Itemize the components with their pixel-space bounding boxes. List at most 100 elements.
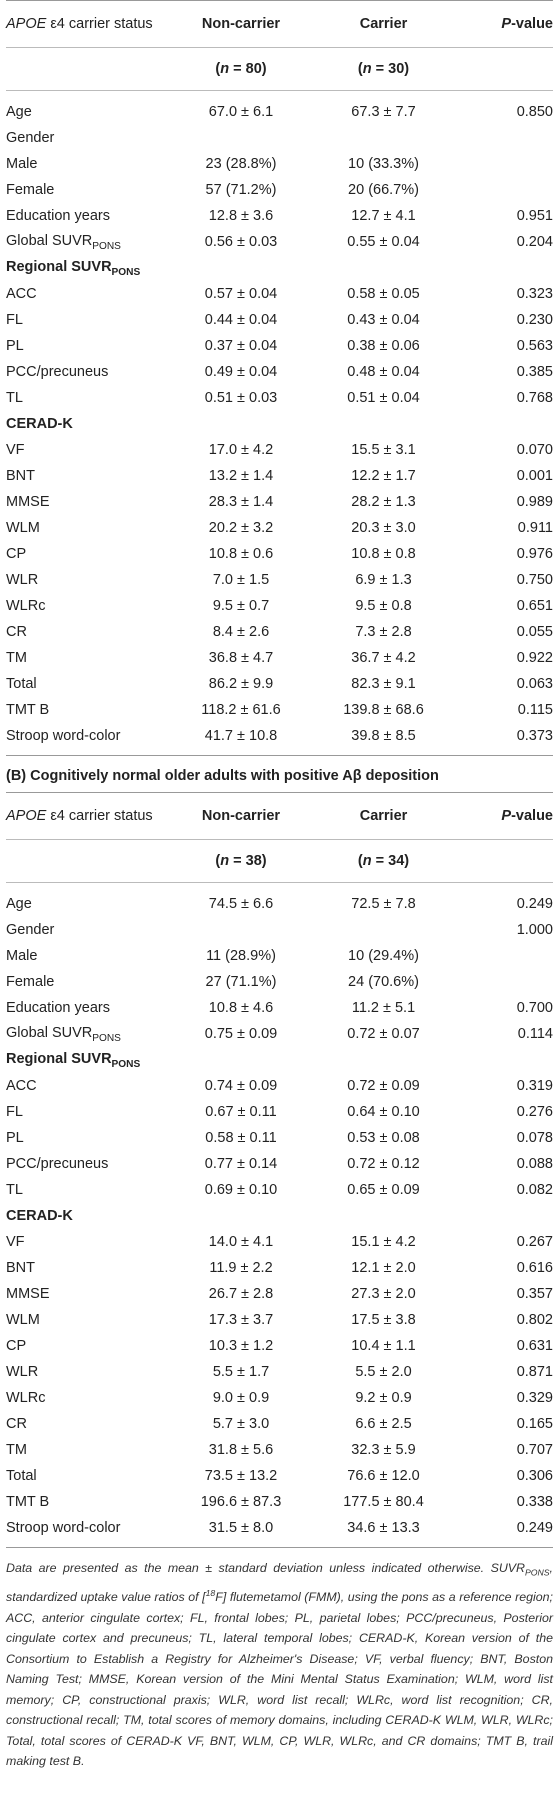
row-label: Female [6,177,166,203]
text: CERAD-K [6,416,73,432]
cell: 0.329 [451,1385,553,1411]
text: 12.8 ± 3.6 [208,208,274,224]
text-run: P [501,16,512,32]
text: 9.2 ± 0.9 [355,1390,412,1406]
row-label: CERAD-K [6,1203,166,1229]
text: 118.2 ± 61.6 [201,702,281,718]
header-row: APOE ε4 carrier status Non-carrier Carrier… [6,0,553,48]
cell: 0.651 [451,593,553,619]
cell: 0.37 ± 0.04 [166,333,316,359]
cell: 0.750 [451,567,553,593]
text: CR [6,624,27,640]
text: 24 (70.6%) [348,974,419,990]
row-label: ACC [6,281,166,307]
cell: 24 (70.6%) [316,969,451,995]
text: WLM [6,1312,40,1328]
cell: 10.4 ± 1.1 [316,1333,451,1359]
cell: 0.373 [451,723,553,756]
header-cell: APOE ε4 carrier status [6,0,166,48]
cell [451,411,553,437]
row-label: WLR [6,567,166,593]
text: 17.5 ± 3.8 [351,1312,416,1328]
cell: 0.114 [451,1021,553,1047]
text-run: PONS [92,240,121,252]
text: 0.616 [516,1260,553,1276]
text: 0.750 [516,572,553,588]
text: 0.070 [516,442,553,458]
text: 0.51 ± 0.03 [204,390,278,406]
text: 0.329 [516,1390,553,1406]
text: 0.267 [516,1234,553,1250]
text: 20.3 ± 3.0 [351,520,416,536]
text: 0.082 [516,1182,553,1198]
data-table: APOE ε4 carrier status Non-carrier Carrier… [6,0,553,756]
text: CP [6,546,27,562]
header-cell: Non-carrier [166,792,316,840]
text: 41.7 ± 10.8 [204,728,278,744]
cell: 15.5 ± 3.1 [316,437,451,463]
text: 0.48 ± 0.04 [347,364,420,380]
row-label: WLM [6,515,166,541]
cell [451,151,553,177]
row-label: MMSE [6,1281,166,1307]
data-row: VF 14.0 ± 4.1 15.1 ± 4.2 0.267 [6,1229,553,1255]
text: PCC/precuneus [6,1156,109,1172]
text: 10.4 ± 1.1 [351,1338,416,1354]
data-row: Total 73.5 ± 13.2 76.6 ± 12.0 0.306 [6,1463,553,1489]
row-label: Regional SUVRPONS [6,1047,166,1073]
cell: 0.165 [451,1411,553,1437]
row-label: WLRc [6,593,166,619]
text: 9.5 ± 0.8 [355,598,412,614]
text: 11.9 ± 2.2 [209,1260,273,1276]
row-label: ACC [6,1073,166,1099]
cell: 0.115 [451,697,553,723]
row-label: TL [6,1177,166,1203]
text: CP [6,1338,27,1354]
cell [316,917,451,943]
row-label: PCC/precuneus [6,359,166,385]
text: 0.49 ± 0.04 [204,364,278,380]
cell: 73.5 ± 13.2 [166,1463,316,1489]
text: 10.3 ± 1.2 [208,1338,274,1354]
text: 67.3 ± 7.7 [351,104,416,120]
row-label: TM [6,1437,166,1463]
text: 0.69 ± 0.10 [204,1182,278,1198]
text-run: ( [357,61,363,77]
cell: 9.2 ± 0.9 [316,1385,451,1411]
text: 196.6 ± 87.3 [200,1494,282,1510]
cell: 0.249 [451,883,553,918]
row-label: Stroop word-color [6,723,166,756]
row-label: CR [6,619,166,645]
text-run: P [501,808,512,824]
cell: 0.070 [451,437,553,463]
cell [451,1047,553,1073]
text-run: Regional SUVR [6,258,112,275]
text: 67.0 ± 6.1 [208,104,274,120]
cell: 10.8 ± 0.8 [316,541,451,567]
cell: 31.8 ± 5.6 [166,1437,316,1463]
header-row: APOE ε4 carrier status Non-carrier Carrier… [6,792,553,840]
cell: 72.5 ± 7.8 [316,883,451,918]
cell: 0.48 ± 0.04 [316,359,451,385]
text-run: = 34) [371,853,410,869]
text-run: ( [215,61,221,77]
cell: 8.4 ± 2.6 [166,619,316,645]
row-label: PCC/precuneus [6,1151,166,1177]
text: CR [6,1416,27,1432]
text: (B) Cognitively normal older adults with… [6,768,439,784]
text: VF [6,442,25,458]
cell: 0.204 [451,229,553,255]
cell [451,125,553,151]
text: 20.2 ± 3.2 [208,520,274,536]
data-row: TL 0.51 ± 0.03 0.51 ± 0.04 0.768 [6,385,553,411]
cell: 7.0 ± 1.5 [166,567,316,593]
cell: 12.1 ± 2.0 [316,1255,451,1281]
cell: 0.72 ± 0.07 [316,1021,451,1047]
text: 0.74 ± 0.09 [204,1078,278,1094]
cell: 0.49 ± 0.04 [166,359,316,385]
text: 17.3 ± 3.7 [208,1312,274,1328]
text: Stroop word-color [6,1520,121,1536]
text: 6.9 ± 1.3 [355,572,412,588]
data-row: CR 8.4 ± 2.6 7.3 ± 2.8 0.055 [6,619,553,645]
data-row: PCC/precuneus 0.77 ± 0.14 0.72 ± 0.12 0.088 [6,1151,553,1177]
